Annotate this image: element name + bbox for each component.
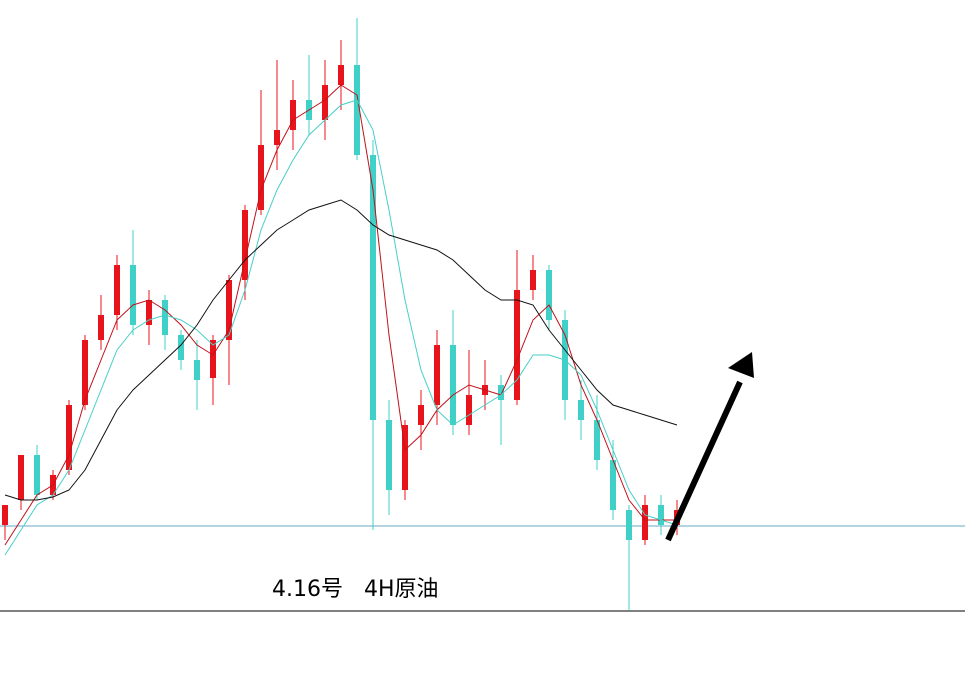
candle-body — [514, 290, 520, 400]
candle-body — [626, 510, 632, 540]
moving-average-line — [4, 84, 677, 546]
arrow-head — [728, 352, 754, 378]
candle-body — [450, 345, 456, 425]
candle-body — [66, 405, 72, 470]
candle-body — [546, 270, 552, 320]
candle-body — [226, 280, 232, 340]
candle-body — [2, 505, 8, 525]
candle-body — [498, 385, 504, 400]
candle-body — [642, 505, 648, 540]
candle-body — [402, 425, 408, 490]
candle-body — [290, 100, 296, 130]
candle-body — [162, 300, 168, 335]
moving-average-line — [4, 99, 678, 556]
candle-body — [578, 400, 584, 420]
plot — [0, 18, 965, 610]
candle-body — [594, 420, 600, 460]
candle-body — [610, 460, 616, 510]
candle-body — [466, 395, 472, 425]
candle-body — [146, 300, 152, 325]
candle-body — [434, 345, 440, 405]
candle-body — [34, 455, 40, 495]
candle-body — [194, 360, 200, 380]
candle-body — [178, 335, 184, 360]
candle-body — [418, 405, 424, 425]
candle-body — [210, 340, 216, 378]
candle-body — [82, 340, 88, 405]
moving-average-line — [4, 199, 678, 501]
candle-body — [338, 65, 344, 85]
candle-body — [274, 130, 280, 145]
candle-body — [130, 265, 136, 325]
candle-body — [658, 505, 664, 525]
candle-body — [530, 270, 536, 290]
candle-body — [386, 420, 392, 490]
candle-body — [114, 265, 120, 315]
candle-body — [322, 85, 328, 120]
candle-body — [370, 155, 376, 420]
candle-body — [354, 65, 360, 155]
candle-body — [258, 145, 264, 210]
candle-body — [98, 315, 104, 340]
chart-title: 4.16号 4H原油 — [272, 577, 439, 602]
arrow-shaft — [665, 380, 743, 542]
candle-body — [242, 210, 248, 280]
candle-body — [18, 455, 24, 500]
